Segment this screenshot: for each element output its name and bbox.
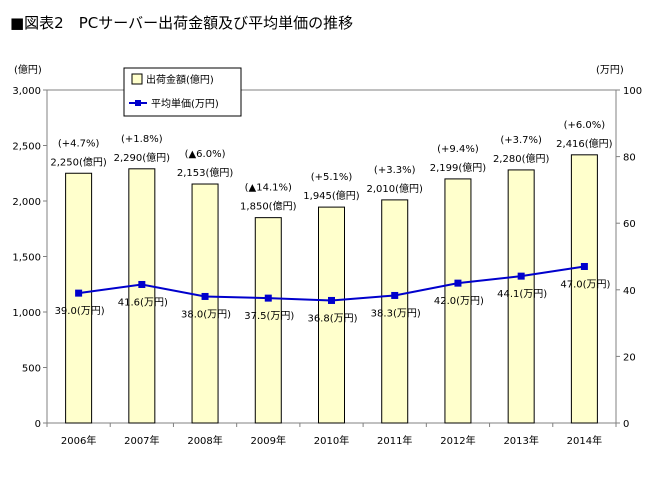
line-point [201, 292, 209, 300]
bar-growth-label: (+3.7%) [500, 135, 542, 146]
x-axis-tick-label: 2007年 [124, 434, 159, 447]
left-axis-tick-label: 0 [35, 419, 41, 430]
bar [444, 178, 472, 424]
bar-growth-label: (+3.3%) [374, 165, 416, 176]
bar [128, 168, 156, 424]
line-point [391, 291, 399, 299]
right-axis-tick-label: 60 [623, 219, 636, 230]
line-point [580, 262, 588, 270]
bar [65, 172, 93, 424]
line-point [264, 294, 272, 302]
bar-growth-label: (+4.7%) [58, 138, 100, 149]
line-point-label: 42.0(万円) [434, 296, 484, 307]
line-point-label: 47.0(万円) [560, 279, 610, 290]
bar-value-label: 2,153(億円) [177, 166, 234, 179]
line-point [517, 272, 525, 280]
bar-growth-label: (▲14.1%) [245, 183, 292, 194]
right-axis-tick-label: 20 [623, 352, 636, 363]
legend-line-marker [135, 100, 141, 106]
right-axis-tick-label: 100 [623, 86, 642, 97]
right-axis-tick-label: 0 [623, 419, 629, 430]
line-point-label: 39.0(万円) [55, 306, 105, 317]
bar [570, 154, 598, 424]
bar-value-label: 1,850(億円) [240, 200, 297, 213]
line-point-label: 44.1(万円) [497, 289, 547, 300]
line-point-label: 38.0(万円) [181, 309, 231, 320]
bar-value-label: 2,010(億円) [367, 182, 424, 195]
bar [507, 169, 535, 424]
bar-value-label: 2,199(億円) [430, 161, 487, 174]
bar-growth-label: (▲6.0%) [185, 149, 226, 160]
left-axis-tick-label: 2,000 [12, 197, 41, 208]
bar-value-label: 2,290(億円) [114, 151, 171, 164]
figure-title: ■図表2 PCサーバー出荷金額及び平均単価の推移 [10, 14, 354, 32]
legend-line-label: 平均単価(万円) [151, 97, 219, 110]
right-axis-unit: (万円) [596, 65, 624, 76]
left-axis-tick-label: 500 [22, 364, 41, 375]
line-point-label: 41.6(万円) [118, 297, 168, 308]
line-point [75, 289, 83, 297]
bar [381, 199, 409, 424]
line-point [138, 280, 146, 288]
x-axis-tick-label: 2008年 [187, 434, 222, 447]
x-axis-tick-label: 2011年 [377, 434, 412, 447]
left-axis-tick-label: 3,000 [12, 86, 41, 97]
right-axis-tick-label: 80 [623, 153, 636, 164]
bar-value-label: 2,280(億円) [493, 152, 550, 165]
x-axis-tick-label: 2010年 [314, 434, 349, 447]
legend-bar-swatch [131, 73, 143, 85]
bar-value-label: 2,416(億円) [556, 137, 613, 150]
line-point-label: 38.3(万円) [371, 308, 421, 319]
right-axis-tick-label: 40 [623, 286, 636, 297]
bar-growth-label: (+6.0%) [564, 120, 606, 131]
x-axis-tick-label: 2012年 [440, 434, 475, 447]
bar [318, 206, 345, 424]
x-axis-tick-label: 2006年 [61, 434, 96, 447]
bar-value-label: 1,945(億円) [303, 189, 360, 202]
line-point [454, 279, 462, 287]
x-axis-tick-label: 2014年 [567, 434, 602, 447]
legend-box [123, 67, 242, 117]
bar-value-label: 2,250(億円) [50, 155, 107, 168]
x-axis-tick-label: 2009年 [251, 434, 286, 447]
bar-growth-label: (+9.4%) [437, 144, 479, 155]
bar [254, 217, 282, 424]
x-axis-tick-label: 2013年 [503, 434, 538, 447]
left-axis-unit: (億円) [14, 63, 42, 76]
left-axis-tick-label: 1,500 [12, 253, 41, 264]
legend-bar-label: 出荷金額(億円) [146, 73, 214, 86]
left-axis-tick-label: 2,500 [12, 142, 41, 153]
bar-growth-label: (+5.1%) [311, 172, 353, 183]
bar [191, 183, 219, 424]
line-point-label: 36.8(万円) [307, 313, 357, 324]
left-axis-tick-label: 1,000 [12, 308, 41, 319]
bar-growth-label: (+1.8%) [121, 134, 163, 145]
line-point-label: 37.5(万円) [244, 311, 294, 322]
line-point [328, 296, 335, 304]
